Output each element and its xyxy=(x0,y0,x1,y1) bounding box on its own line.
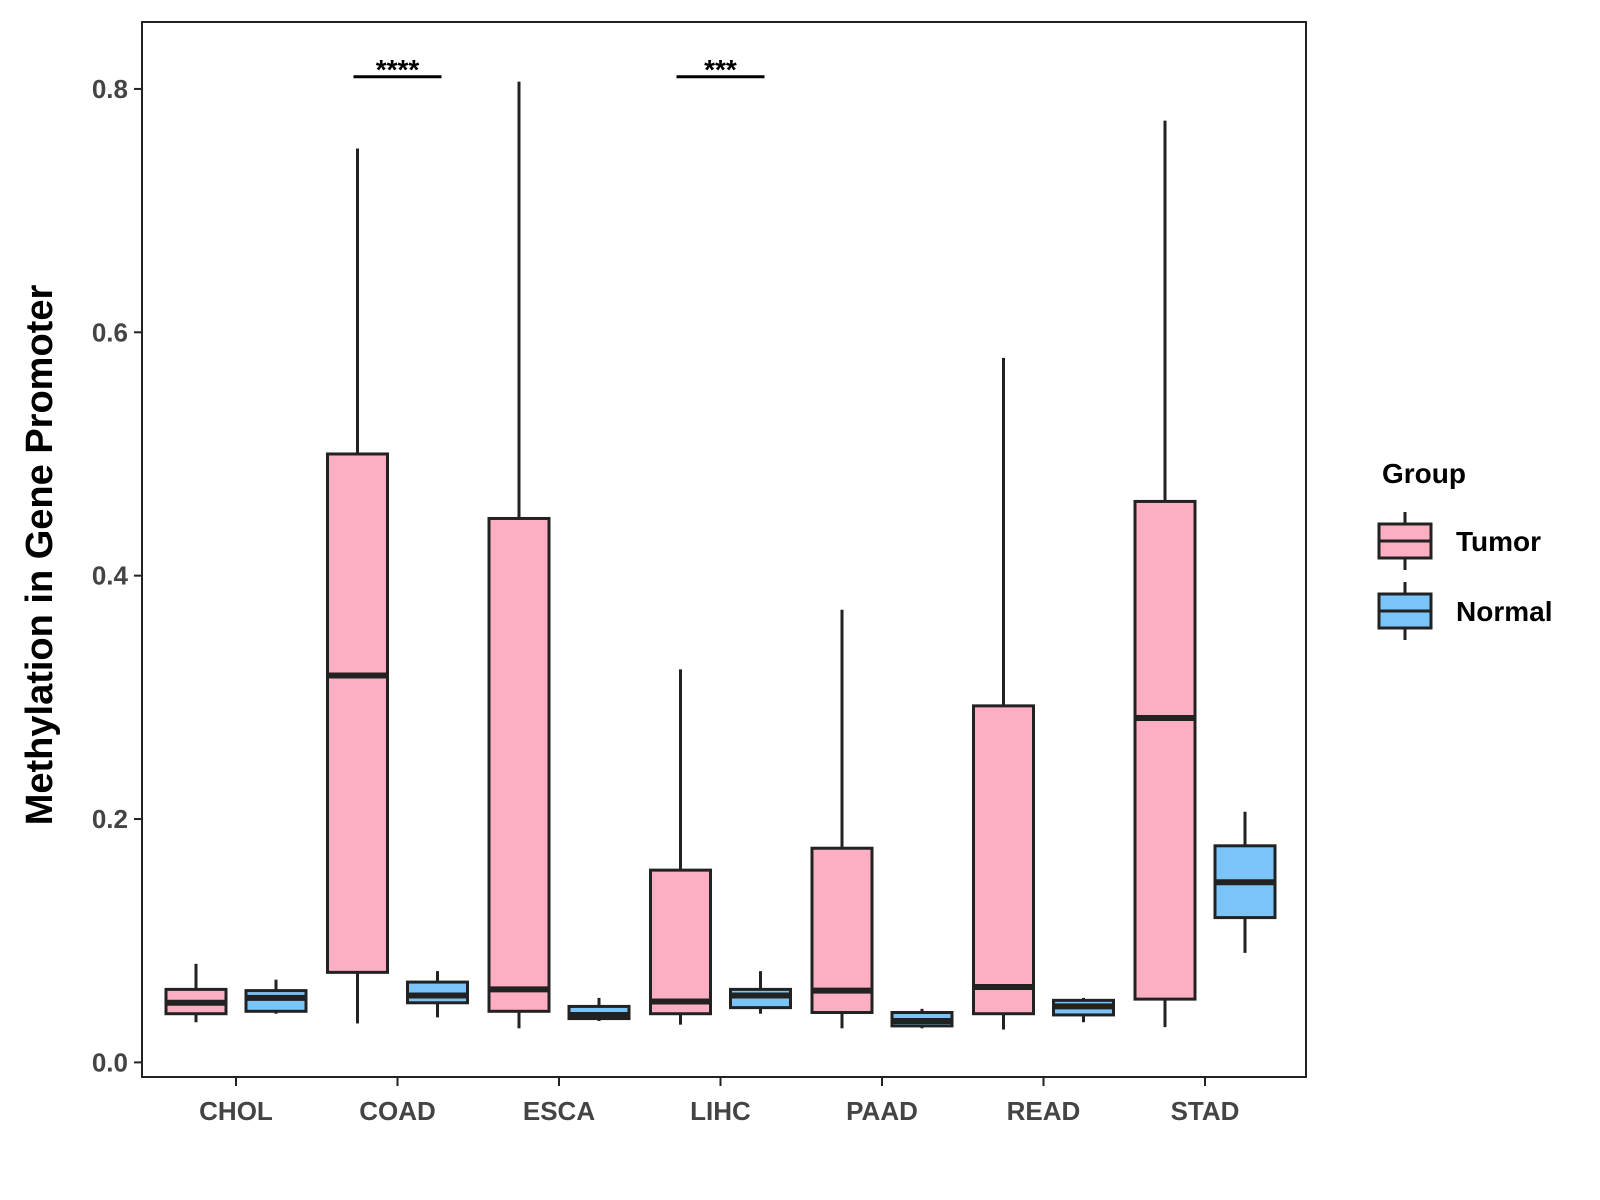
box-normal-paad xyxy=(890,1008,954,1029)
box-tumor-coad xyxy=(326,148,389,1024)
legend-item-normal: Normal xyxy=(1377,582,1552,640)
box-tumor-stad xyxy=(1133,120,1197,1028)
x-tick-label: COAD xyxy=(359,1096,436,1126)
legend-label: Normal xyxy=(1456,596,1552,627)
x-tick-label: ESCA xyxy=(523,1096,595,1126)
y-tick-label: 0.6 xyxy=(92,317,128,347)
plot-border xyxy=(141,21,1307,1078)
box-iqr xyxy=(487,516,551,1013)
box-tumor-paad xyxy=(810,609,874,1029)
significance-label: *** xyxy=(704,54,737,85)
y-tick-label: 0.2 xyxy=(92,804,128,834)
box-iqr xyxy=(244,989,308,1013)
axes: 0.0 0.2 0.4 0.6 0.8 CHOL COAD ESCA LIHC PAAD READ S… xyxy=(92,21,1307,1126)
box-iqr xyxy=(649,868,712,1016)
box-normal-coad xyxy=(406,971,469,1018)
x-tick-label: STAD xyxy=(1171,1096,1240,1126)
y-tick-label: 0.4 xyxy=(92,561,129,591)
x-tick-label: CHOL xyxy=(199,1096,273,1126)
box-iqr xyxy=(810,846,874,1015)
box-normal-esca xyxy=(567,997,631,1022)
box-iqr xyxy=(406,980,469,1005)
box-iqr xyxy=(729,987,792,1010)
box-normal-chol xyxy=(244,979,308,1014)
y-axis-label: Methylation in Gene Promoter xyxy=(19,285,61,826)
box-iqr xyxy=(972,704,1035,1016)
box-tumor-read xyxy=(972,357,1035,1030)
legend: Group Tumor Normal xyxy=(1377,458,1552,640)
box-iqr xyxy=(1133,499,1197,1001)
box-tumor-esca xyxy=(487,81,551,1029)
x-tick-label: READ xyxy=(1007,1096,1081,1126)
legend-title: Group xyxy=(1382,458,1466,489)
significance-label: **** xyxy=(376,54,420,85)
plot-area: **** *** xyxy=(164,54,1277,1030)
box-normal-stad xyxy=(1213,811,1277,953)
box-normal-read xyxy=(1052,997,1115,1023)
x-tick-label: LIHC xyxy=(690,1096,751,1126)
y-tick-label: 0.8 xyxy=(92,74,128,104)
x-tick-label: PAAD xyxy=(846,1096,918,1126)
box-normal-lihc xyxy=(729,971,792,1014)
legend-item-tumor: Tumor xyxy=(1377,512,1541,570)
box-tumor-lihc xyxy=(649,669,712,1025)
box-tumor-chol xyxy=(164,963,228,1023)
box-iqr xyxy=(326,452,389,974)
y-tick-label: 0.0 xyxy=(92,1047,128,1077)
legend-label: Tumor xyxy=(1456,526,1541,557)
